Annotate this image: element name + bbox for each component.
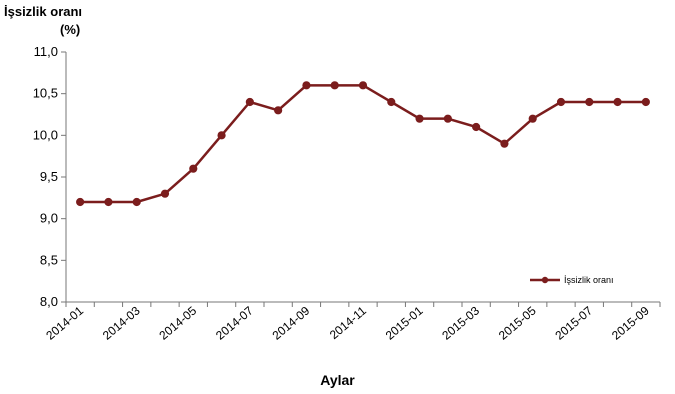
data-point [302, 81, 311, 90]
x-tick-label: 2015-07 [552, 303, 595, 342]
legend-label: İşsizlik oranı [564, 275, 614, 285]
y-axis-unit-label: (%) [60, 22, 81, 37]
data-point [556, 97, 566, 107]
data-point [330, 81, 339, 90]
data-point [358, 81, 368, 90]
data-point [585, 97, 594, 107]
x-tick-label: 2015-01 [383, 303, 426, 342]
data-point [76, 197, 85, 207]
data-point [245, 97, 254, 107]
x-tick-label: 2014-01 [43, 303, 86, 342]
legend: İşsizlik oranı [530, 275, 614, 285]
data-point [528, 114, 537, 123]
y-tick-label: 9,5 [40, 169, 58, 184]
data-point [472, 122, 481, 132]
data-point [189, 164, 198, 173]
data-point [217, 131, 226, 140]
data-point [500, 139, 509, 148]
y-tick-label: 9,0 [40, 211, 58, 226]
data-point [613, 97, 622, 107]
data-point [274, 106, 283, 115]
x-tick-label: 2015-05 [496, 303, 539, 342]
data-point [132, 197, 141, 207]
y-tick-label: 8,5 [40, 252, 58, 267]
data-point [641, 97, 650, 107]
x-tick-label: 2014-05 [156, 303, 199, 342]
x-tick-label: 2014-11 [327, 303, 369, 342]
x-tick-label: 2014-07 [213, 303, 256, 342]
x-tick-label: 2015-03 [439, 303, 482, 342]
data-point [104, 197, 113, 207]
y-tick-label: 8,0 [40, 294, 58, 309]
y-axis: 8,0 8,5 9,0 9,5 10,0 10,5 11,0 [33, 44, 67, 309]
x-tick-label: 2015-09 [609, 303, 652, 342]
data-point [387, 97, 396, 107]
x-axis: 2014-01 2014-03 2014-05 2014-07 2014-09 2014-… [43, 301, 661, 343]
data-point [415, 114, 424, 123]
y-tick-label: 10,0 [33, 127, 58, 142]
x-tick-label: 2014-09 [270, 303, 313, 342]
chart-title: İşsizlik oranı [4, 4, 83, 19]
x-axis-label: Aylar [320, 372, 355, 388]
data-point [160, 189, 170, 198]
x-tick-label: 2014-03 [100, 303, 143, 342]
y-tick-label: 10,5 [33, 86, 58, 101]
legend-marker [541, 276, 549, 284]
y-tick-label: 11,0 [34, 44, 58, 59]
data-point [443, 114, 452, 123]
series-group [76, 81, 650, 207]
